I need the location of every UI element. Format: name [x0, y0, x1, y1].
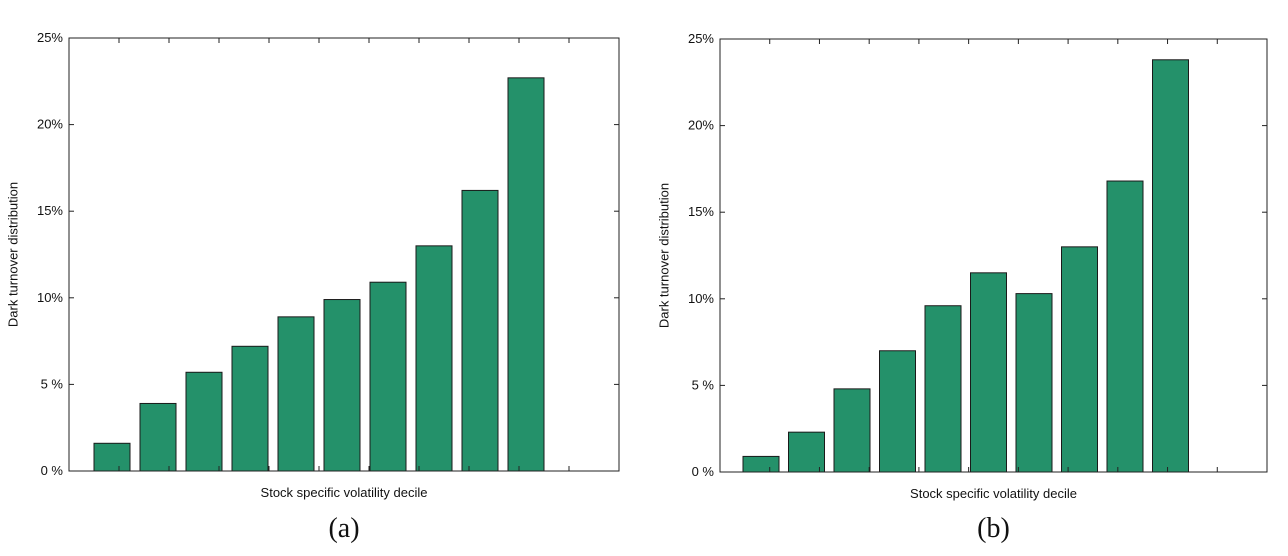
bar-decile-9 [1106, 180, 1144, 473]
y-tick-label: 5 % [692, 377, 715, 392]
y-tick-label: 0 % [692, 464, 715, 479]
y-tick-label: 15% [37, 203, 63, 218]
y-tick-label: 25% [688, 31, 714, 46]
y-axis-label: Dark turnover distribution [656, 183, 671, 328]
bar-decile-1 [742, 455, 780, 473]
bar-decile-5 [277, 316, 315, 472]
y-tick-label: 25% [37, 30, 63, 45]
y-tick-label: 20% [37, 117, 63, 132]
y-tick-label: 10% [688, 291, 714, 306]
bar-decile-8 [415, 245, 453, 472]
plot-frame [68, 37, 620, 472]
bar-decile-9 [461, 189, 499, 472]
chart-panel-2: 0 % 5 % 10% 15% 20% 25% Stock specific volatil… [656, 31, 1268, 544]
bar-decile-4 [231, 345, 269, 472]
panel-label: (a) [328, 513, 359, 544]
bar-decile-1 [93, 442, 131, 472]
bar-decile-3 [185, 371, 223, 472]
x-axis-label: Stock specific volatility decile [910, 486, 1077, 501]
bar-decile-2 [788, 431, 825, 473]
y-tick-label: 10% [37, 290, 63, 305]
y-tick-label: 0 % [41, 463, 64, 478]
bar-decile-2 [139, 402, 177, 472]
bar-decile-5 [924, 305, 962, 473]
plot-frame [719, 38, 1268, 473]
y-tick-label: 20% [688, 118, 714, 133]
bar-decile-8 [1061, 246, 1098, 473]
bar-decile-10 [507, 77, 545, 472]
bar-decile-7 [1015, 293, 1053, 473]
chart-panel-1: 0 % 5 % 10% 15% 20% 25% Stock specific volatil… [5, 30, 620, 544]
bar-decile-7 [369, 281, 407, 472]
bar-decile-4 [879, 350, 916, 473]
y-tick-label: 5 % [41, 376, 64, 391]
panel-label: (b) [977, 513, 1010, 544]
y-axis-label: Dark turnover distribution [5, 182, 20, 327]
bar-decile-6 [970, 272, 1007, 473]
bar-decile-10 [1152, 59, 1189, 473]
bar-decile-6 [323, 299, 361, 472]
bar-decile-3 [833, 388, 871, 473]
x-axis-label: Stock specific volatility decile [261, 485, 428, 500]
y-tick-label: 15% [688, 204, 714, 219]
